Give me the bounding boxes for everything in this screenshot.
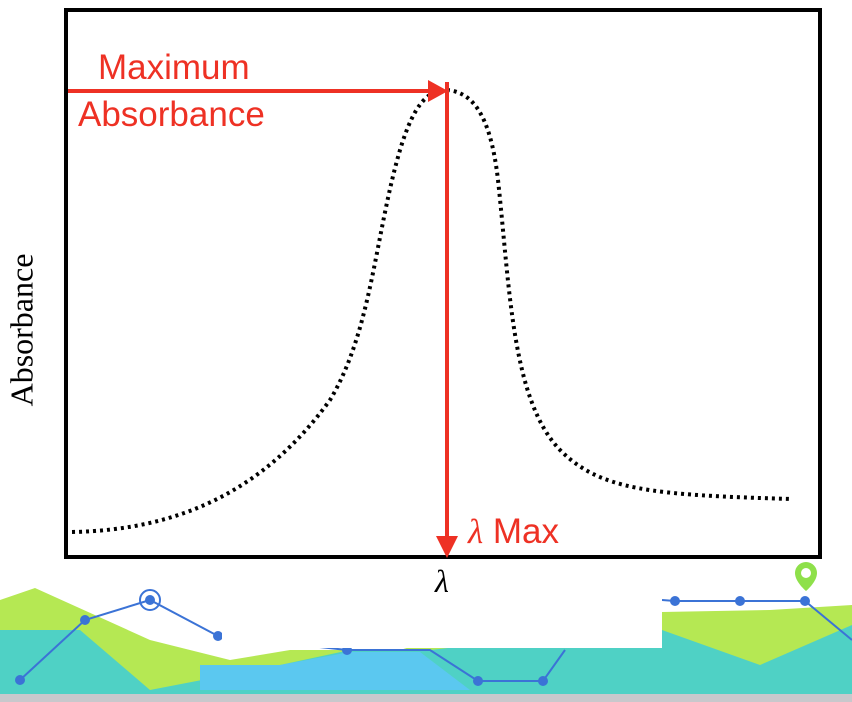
lambda-symbol: λ — [468, 512, 484, 551]
bg-highlight-ring — [139, 589, 161, 611]
maximum-label: Maximum — [98, 48, 250, 87]
bg-cyan-area — [200, 652, 470, 690]
plot-frame — [64, 8, 822, 559]
x-axis-label: λ — [435, 563, 449, 599]
bg-white-patch — [222, 560, 662, 648]
map-pin-icon — [795, 562, 817, 591]
absorbance-annotation-label: Absorbance — [78, 95, 265, 134]
y-axis-label: Absorbance — [3, 253, 40, 407]
lambda-max-text: Max — [492, 512, 560, 551]
lambda-max-label: λ Max — [468, 512, 559, 552]
bottom-strip — [0, 694, 852, 702]
